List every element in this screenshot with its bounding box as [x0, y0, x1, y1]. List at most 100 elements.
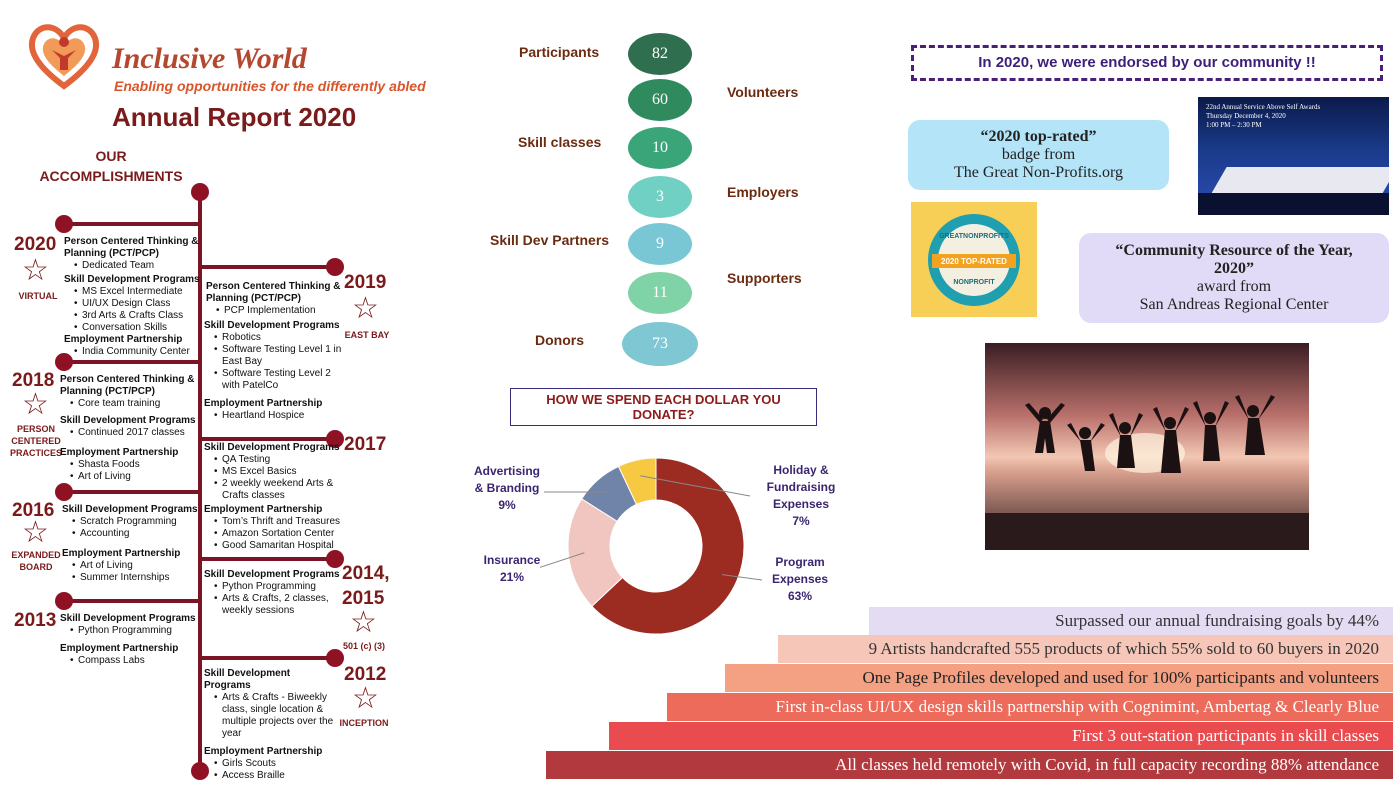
star-icon: ☆	[350, 606, 377, 639]
ep-title: Employment Partnership	[64, 334, 183, 345]
list-item: Good Samaritan Hospital	[214, 540, 344, 552]
ep-title: Employment Partnership	[204, 398, 323, 409]
dot-2014	[326, 550, 344, 568]
ep-title: Employment Partnership	[204, 746, 323, 757]
list-item: India Community Center	[74, 346, 202, 358]
award-line-4: San Andreas Regional Center	[1139, 296, 1329, 313]
seal-icon: GREATNONPROFITS 2020 TOP-RATED NONPROFIT	[928, 213, 1020, 306]
block-2017: Skill Development Programs QA Testing MS…	[204, 442, 344, 552]
list-item: Software Testing Level 1 in East Bay	[214, 344, 348, 368]
awards-photo-line-1: 22nd Annual Service Above Self Awards	[1206, 103, 1321, 111]
ep-title: Employment Partnership	[60, 447, 179, 458]
dot-2020	[55, 215, 73, 233]
block-2019-programs: Skill Development Programs Robotics Soft…	[204, 320, 348, 422]
list-item: Core team training	[70, 398, 202, 410]
ep-title: Employment Partnership	[62, 548, 181, 559]
branch-2018	[64, 360, 200, 364]
awards-photo-line-3: 1:00 PM – 2:30 PM	[1206, 121, 1262, 129]
top-rated-seal: GREATNONPROFITS 2020 TOP-RATED NONPROFIT	[911, 202, 1037, 317]
insurance-percent: 21%	[499, 570, 525, 584]
achievement-bar-4: First in-class UI/UX design skills partn…	[667, 693, 1393, 721]
stat-oval-employers: 3	[628, 176, 692, 218]
seal-mid-text: 2020 TOP-RATED	[941, 257, 1007, 266]
star-icon: ☆	[352, 682, 379, 715]
year-2015: 2015	[342, 588, 385, 609]
ep-title: Employment Partnership	[204, 504, 323, 515]
list-item: UI/UX Design Class	[74, 298, 202, 310]
star-icon: ☆	[22, 254, 49, 287]
list-item: Software Testing Level 2 with PatelCo	[214, 368, 348, 392]
holiday-percent: 7%	[792, 514, 810, 528]
year-2019: 2019	[344, 272, 387, 293]
accomplishments-title: OUR ACCOMPLISHMENTS	[39, 148, 183, 184]
sdp-title: Skill Development Programs	[62, 504, 198, 515]
seal-top-text: GREATNONPROFITS	[939, 233, 1009, 240]
org-name: Inclusive World	[112, 42, 307, 75]
star-icon: ☆	[22, 388, 49, 421]
year-2017: 2017	[344, 434, 387, 455]
seal-bottom-text: NONPROFIT	[953, 279, 995, 286]
stat-oval-skill-dev-partners: 9	[628, 223, 692, 265]
label-2019: EAST BAY	[344, 330, 390, 340]
star-icon: ☆	[22, 516, 49, 549]
insurance-line-1: Insurance	[483, 553, 541, 567]
list-item: 3rd Arts & Crafts Class	[74, 310, 202, 322]
stat-oval-volunteers: 60	[628, 79, 692, 121]
star-icon: ☆	[352, 292, 379, 325]
list-item: Tom’s Thrift and Treasures	[214, 516, 344, 528]
list-item: PCP Implementation	[216, 305, 342, 317]
holiday-line-3: Expenses	[772, 497, 830, 511]
pct-title: Person Centered Thinking & Planning (PCT…	[64, 236, 199, 259]
list-item: Arts & Crafts - Biweekly class, single l…	[214, 692, 338, 740]
spend-title: HOW WE SPEND EACH DOLLAR YOU DONATE?	[510, 388, 817, 426]
branch-2012	[200, 656, 335, 660]
stat-oval-donors: 73	[622, 322, 698, 366]
stat-label-supporters: Supporters	[727, 270, 802, 286]
stat-oval-participants: 82	[628, 33, 692, 75]
list-item: Art of Living	[70, 471, 202, 483]
stat-oval-supporters: 11	[628, 272, 692, 314]
badge-box: “2020 top-rated” badge from The Great No…	[908, 120, 1169, 190]
year-2020: 2020	[14, 234, 57, 255]
sdp-title: Skill Development Programs	[204, 569, 340, 580]
branch-2020	[64, 222, 200, 226]
leader-line	[640, 475, 751, 497]
branch-2019	[200, 265, 335, 269]
endorsement-title: In 2020, we were endorsed by our communi…	[911, 45, 1383, 81]
award-box: “Community Resource of the Year, 2020” a…	[1079, 233, 1389, 323]
list-item: Girls Scouts	[214, 758, 338, 770]
year-2013: 2013	[14, 610, 57, 631]
achievement-bar-6: All classes held remotely with Covid, in…	[546, 751, 1393, 779]
dot-2013	[55, 592, 73, 610]
list-item: MS Excel Intermediate	[74, 286, 202, 298]
block-2014: Skill Development Programs Python Progra…	[204, 569, 340, 617]
branch-2014	[200, 557, 335, 561]
sdp-title: Skill Development Programs	[204, 668, 291, 691]
list-item: Compass Labs	[70, 655, 202, 667]
achievement-bar-2: 9 Artists handcrafted 555 products of wh…	[778, 635, 1393, 663]
list-item: Heartland Hospice	[214, 410, 348, 422]
sdp-title: Skill Development Programs	[204, 442, 340, 453]
advertising-percent: 9%	[498, 498, 516, 512]
list-item: Access Braille	[214, 770, 338, 782]
dot-2019	[326, 258, 344, 276]
list-item: Art of Living	[72, 560, 202, 572]
branch-2016	[64, 490, 200, 494]
heart-logo-icon	[28, 24, 100, 90]
year-2016: 2016	[12, 500, 55, 521]
list-item: Robotics	[214, 332, 348, 344]
block-2018: Person Centered Thinking & Planning (PCT…	[60, 374, 202, 483]
achievement-bar-3: One Page Profiles developed and used for…	[725, 664, 1393, 692]
award-line-2: 2020”	[1214, 260, 1254, 277]
org-tagline: Enabling opportunities for the different…	[114, 78, 426, 94]
badge-line-3: The Great Non-Profits.org	[954, 164, 1123, 181]
program-line-1: Program	[775, 555, 825, 569]
block-2013: Skill Development Programs Python Progra…	[60, 613, 202, 667]
dot-2012	[326, 649, 344, 667]
list-item: Summer Internships	[72, 572, 202, 584]
award-line-1: “Community Resource of the Year,	[1115, 242, 1353, 259]
donut-label-insurance: Insurance 21%	[472, 552, 552, 586]
stat-label-skill-dev-partners: Skill Dev Partners	[490, 232, 610, 248]
list-item: Python Programming	[214, 581, 340, 593]
list-item: 2 weekly weekend Arts & Crafts classes	[214, 478, 344, 502]
